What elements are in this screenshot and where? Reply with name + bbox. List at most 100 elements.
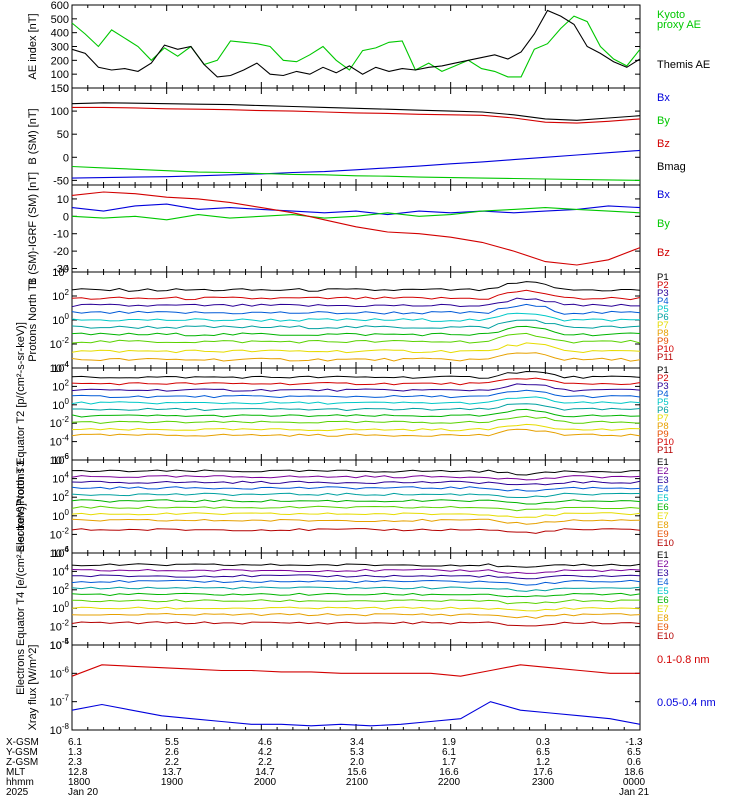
legend-label: P1 <box>657 272 669 283</box>
y-tick-label: 102 <box>52 489 69 504</box>
series-line-1 <box>71 203 641 216</box>
series-line-1 <box>71 664 640 677</box>
y-tick-label: 400 <box>51 28 69 40</box>
legend-label: Themis AE <box>657 59 710 71</box>
channel-line-8 <box>71 415 641 424</box>
legend-label: P2 <box>657 373 669 384</box>
y-axis-label: B (SM) [nT] <box>27 108 39 164</box>
channel-line-4 <box>71 579 641 586</box>
legend-label: E4 <box>657 484 669 495</box>
legend-label: P3 <box>657 381 669 392</box>
y-tick-label: 102 <box>52 378 69 393</box>
y-tick-label: -10 <box>53 229 69 241</box>
footer-value: 6.5 <box>536 747 550 758</box>
panel-6: 10-4 10-2 100 102 104 106 Electrons North T3 E1… <box>15 452 674 560</box>
footer-value: 13.7 <box>162 767 182 778</box>
footer-value: 1900 <box>161 777 184 788</box>
channel-line-6 <box>71 319 641 330</box>
channel-line-6 <box>71 499 641 505</box>
y-tick-label: 10 <box>57 194 69 206</box>
footer-value: 4.2 <box>258 747 272 758</box>
footer-value: 2.2 <box>165 757 179 768</box>
footer-value: 2000 <box>254 777 277 788</box>
footer-value: 1.2 <box>536 757 550 768</box>
series-line-3 <box>71 191 641 266</box>
channel-line-7 <box>71 505 641 512</box>
series-line-2 <box>71 207 641 221</box>
y-tick-label: 10-6 <box>50 452 70 467</box>
y-tick-label: 150 <box>51 83 69 95</box>
channel-line-8 <box>71 332 641 344</box>
legend-label: E9 <box>657 622 669 633</box>
footer-value: 0.3 <box>536 737 550 748</box>
series-line-4 <box>71 102 641 121</box>
legend-label: E9 <box>657 529 669 540</box>
footer-value: Jan 20 <box>68 787 98 798</box>
legend-label: E2 <box>657 559 669 570</box>
y-tick-label: 102 <box>52 582 69 597</box>
y-axis-label: Electrons North T3 <box>15 461 27 553</box>
footer-value: 6.1 <box>68 737 82 748</box>
channel-line-4 <box>71 389 641 399</box>
panel-5: 10-6 10-4 10-2 100 102 104 Protons Equator T2 … <box>15 322 674 506</box>
legend-label: Bx <box>657 92 670 104</box>
legend-label: E6 <box>657 595 669 606</box>
legend-label: Bx <box>657 189 670 201</box>
channel-line-2 <box>71 568 641 574</box>
series-line-1 <box>71 149 641 179</box>
channel-line-1 <box>71 281 641 292</box>
footer-value: 2.0 <box>350 757 364 768</box>
y-tick-label: 10-2 <box>50 415 70 430</box>
channel-line-4 <box>71 303 641 315</box>
channel-line-3 <box>71 480 641 486</box>
series-line-2 <box>71 165 641 181</box>
panel-3: -30 -20 -10 0 10 B (SM)-IGRF (SM) [nT] Bx By Bz <box>27 172 670 285</box>
y-tick-label: -50 <box>53 175 69 187</box>
y-axis-label: Xray flux [W/m^2] <box>27 645 39 731</box>
y-tick-label: 10-6 <box>50 665 70 680</box>
channel-line-2 <box>71 289 641 301</box>
y-tick-label: 10-8 <box>50 722 70 737</box>
legend-label: P5 <box>657 304 669 315</box>
footer-value: 12.8 <box>68 767 88 778</box>
y-tick-label: 100 <box>52 600 69 615</box>
y-tick-label: 10-2 <box>50 619 70 634</box>
channel-line-7 <box>71 408 641 418</box>
legend-label: By <box>657 115 670 127</box>
legend-label: P4 <box>657 296 669 307</box>
channel-line-7 <box>71 325 641 337</box>
footer-row-label: Z-GSM <box>6 757 38 768</box>
legend-label: E4 <box>657 577 669 588</box>
legend-label: E8 <box>657 520 669 531</box>
legend-label: Bmag <box>657 161 686 173</box>
channel-line-5 <box>71 312 641 322</box>
legend-label: E7 <box>657 604 669 615</box>
channel-line-9 <box>71 518 641 525</box>
y-tick-label: 500 <box>51 14 69 26</box>
y-tick-label: 106 <box>52 452 69 467</box>
y-tick-label: 10-2 <box>50 526 70 541</box>
y-tick-label: 100 <box>52 312 69 327</box>
footer-value: 2300 <box>532 777 555 788</box>
y-tick-label: 0 <box>63 152 69 164</box>
legend-label: P10 <box>657 437 674 448</box>
y-tick-label: 10-7 <box>50 694 70 709</box>
series-line-2 <box>71 9 641 78</box>
footer-value: 17.6 <box>533 767 553 778</box>
y-tick-label: -30 <box>53 264 69 276</box>
y-tick-label: 104 <box>52 471 69 486</box>
panel-frame <box>71 367 641 461</box>
footer-row-label: 2025 <box>6 787 29 798</box>
ephemeris-footer: X-GSMY-GSMZ-GSMMLThhmm20256.11.32.312.81… <box>6 737 649 798</box>
legend-label: E3 <box>657 568 669 579</box>
legend-label: E1 <box>657 457 669 468</box>
channel-line-1 <box>71 370 641 379</box>
y-tick-label: 100 <box>52 508 69 523</box>
footer-value: Jan 21 <box>619 787 649 798</box>
channel-line-3 <box>71 383 641 392</box>
channel-line-2 <box>71 475 641 481</box>
y-tick-label: 0 <box>63 83 69 95</box>
y-tick-label: 104 <box>52 563 69 578</box>
footer-value: 2.3 <box>68 757 82 768</box>
